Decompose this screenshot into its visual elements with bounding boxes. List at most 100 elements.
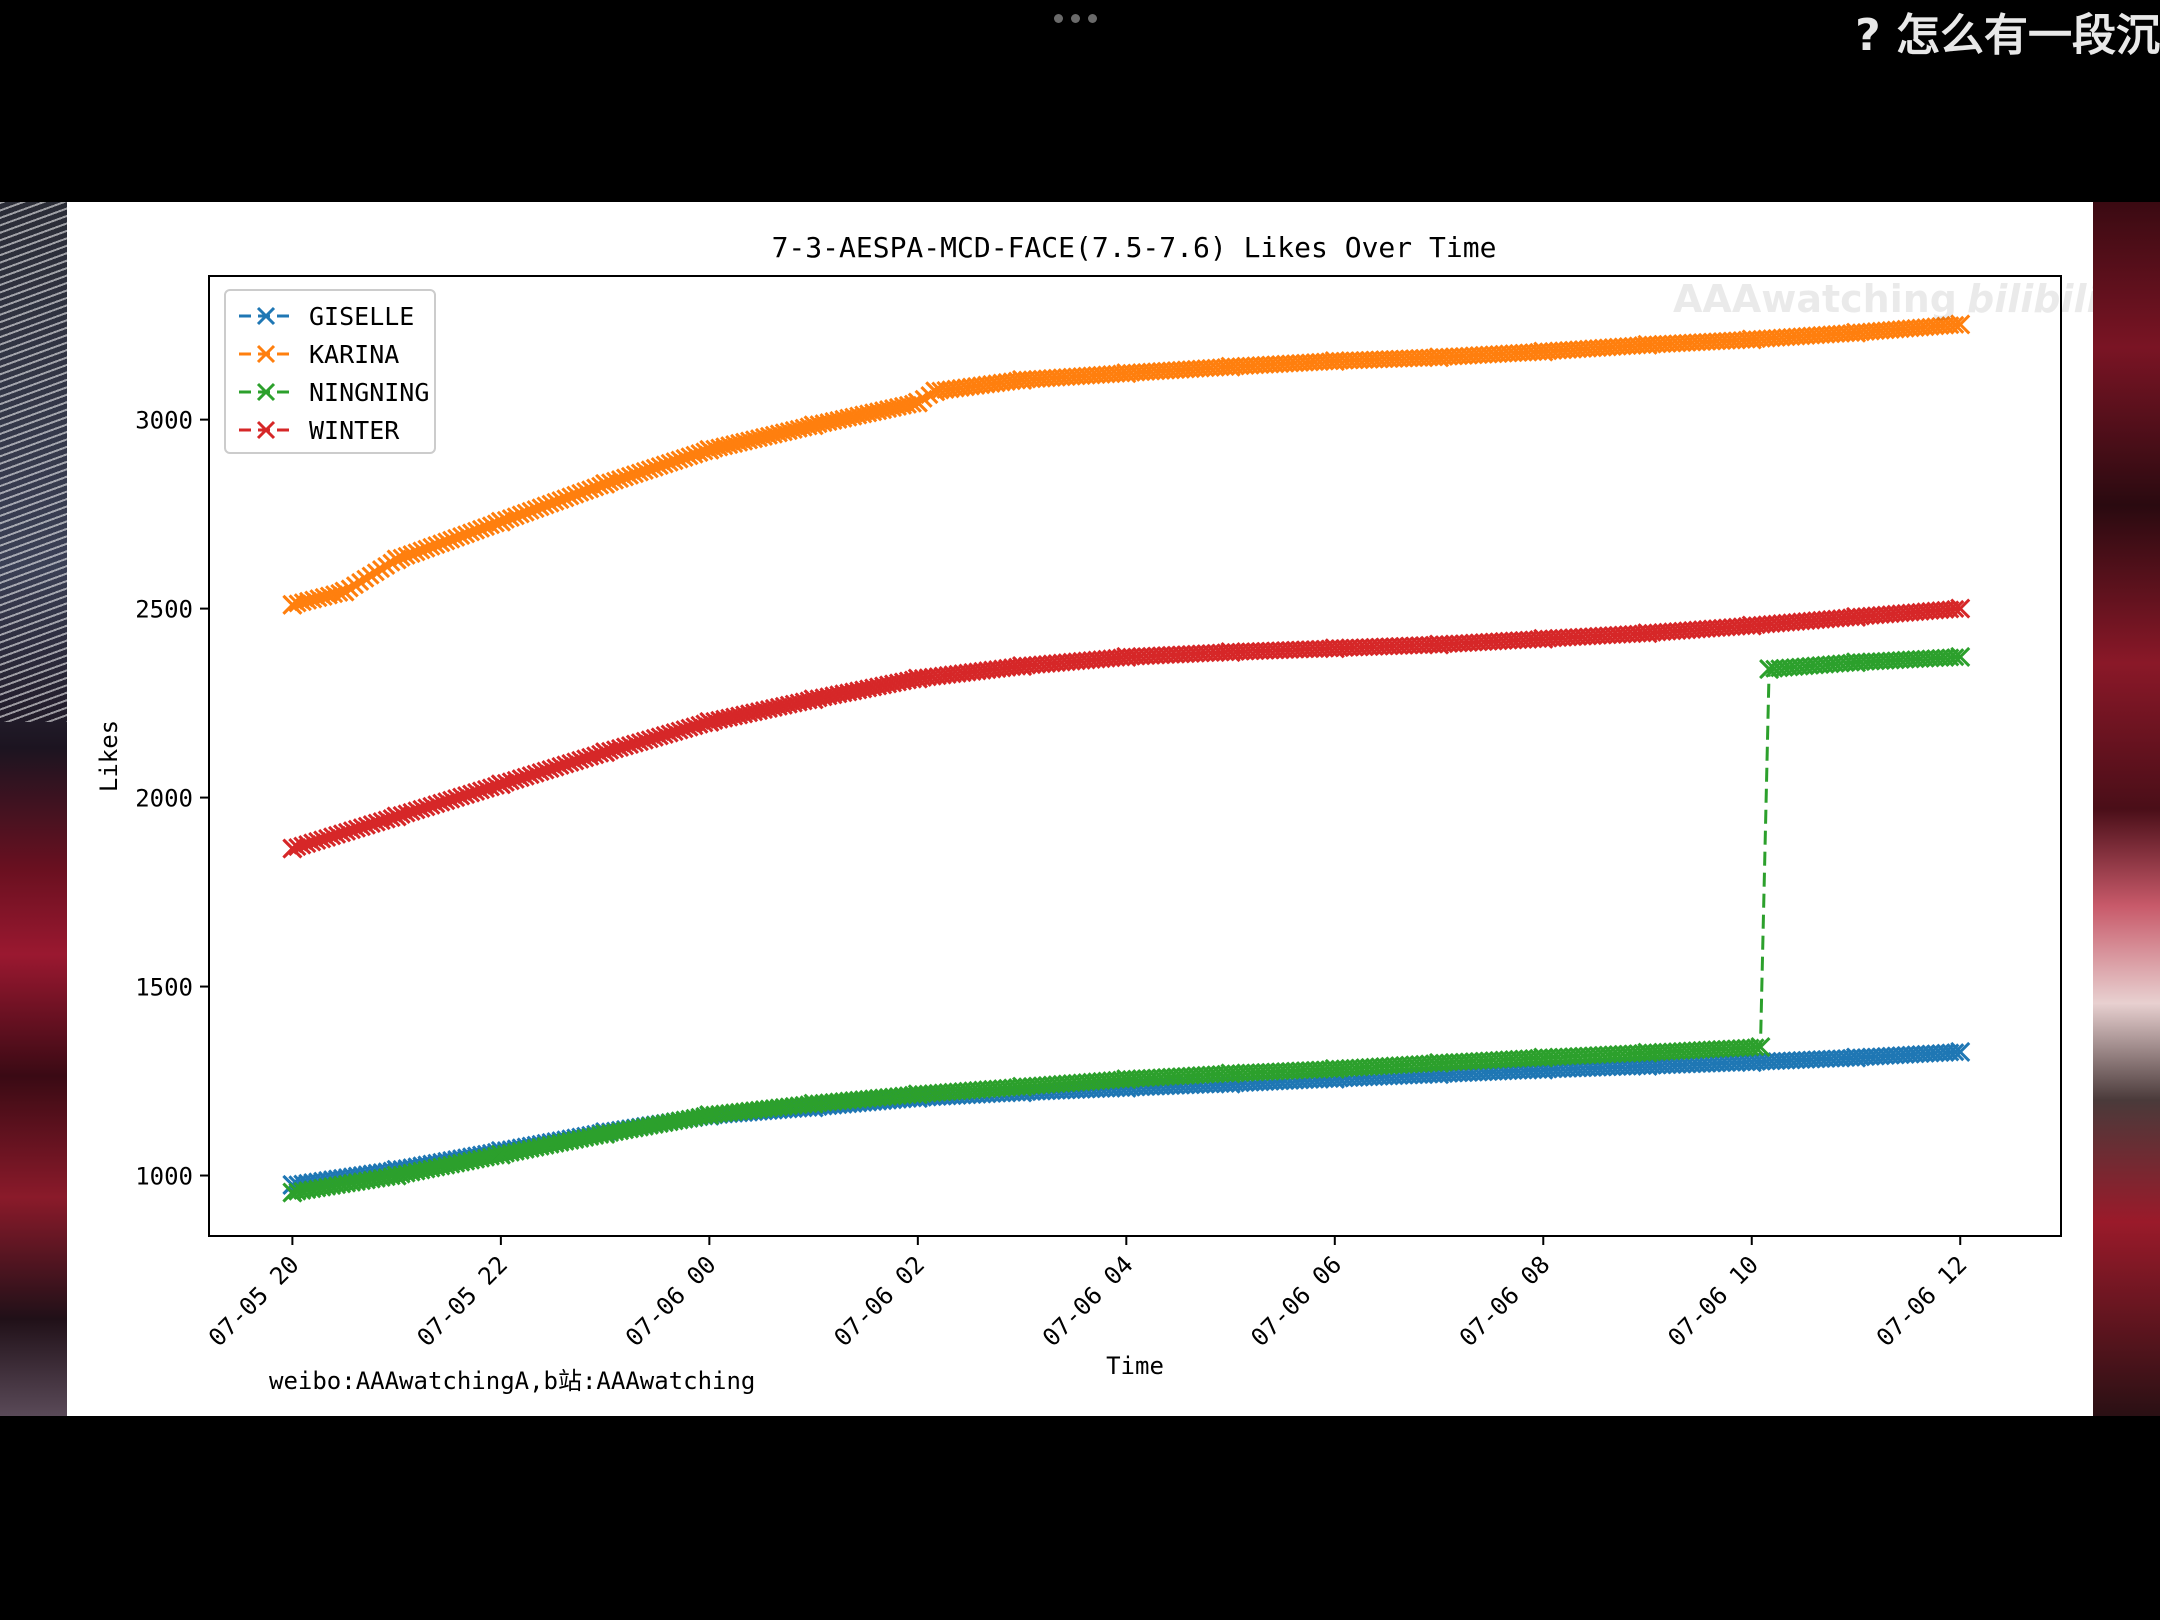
karina-marker	[298, 591, 318, 610]
winter-marker	[298, 834, 317, 854]
karina-point	[1324, 350, 1345, 372]
karina-marker	[591, 476, 610, 495]
winter-marker	[462, 784, 481, 803]
winter-marker	[397, 804, 416, 823]
ningning-point	[1324, 1058, 1345, 1080]
danmaku-comment: ? 怎么有一段沉	[1855, 10, 2160, 61]
karina-point	[907, 392, 928, 413]
karina-marker	[392, 548, 411, 567]
legend-label: KARINA	[309, 340, 399, 369]
ningning-point	[490, 1144, 511, 1165]
karina-marker	[630, 463, 649, 482]
karina-marker	[571, 483, 590, 502]
chart-title: 7-3-AESPA-MCD-FACE(7.5-7.6) Likes Over T…	[772, 231, 1497, 264]
winter-point	[1533, 628, 1554, 649]
winter-point	[907, 668, 928, 689]
winter-point	[595, 742, 616, 763]
ningning-point	[1012, 1076, 1033, 1097]
winter-marker	[342, 821, 362, 840]
ningning-point	[386, 1165, 407, 1186]
bilibili-logo: bilibili	[1967, 277, 2093, 321]
winter-marker	[377, 810, 396, 829]
winter-point	[282, 838, 303, 859]
winter-marker	[318, 828, 337, 847]
karina-marker	[397, 546, 416, 565]
x-tick-label: 07-05 22	[412, 1250, 514, 1352]
legend-marker	[256, 306, 276, 326]
winter-point	[699, 711, 720, 733]
karina-point	[595, 473, 616, 494]
winter-marker	[620, 735, 639, 755]
dot	[1088, 14, 1097, 23]
winter-marker	[521, 766, 540, 785]
x-tick-label: 07-06 00	[620, 1250, 722, 1352]
winter-marker	[481, 778, 501, 797]
ningning-line	[292, 655, 1961, 1195]
ningning-point	[282, 1182, 303, 1203]
karina-marker	[437, 532, 456, 551]
karina-point	[1950, 314, 1971, 335]
x-tick-label: 07-06 08	[1454, 1250, 1556, 1352]
legend: GISELLE KARINA NINGNING WINTER	[224, 289, 436, 454]
series-winter	[282, 598, 1971, 859]
karina-marker	[531, 498, 550, 517]
watermark-text: AAAwatching	[1673, 277, 1957, 321]
series-ningning	[282, 646, 1971, 1203]
winter-marker	[323, 827, 342, 846]
winter-marker	[362, 815, 381, 834]
series-layer	[282, 314, 1971, 1203]
winter-point	[1428, 634, 1450, 655]
ningning-point	[1220, 1063, 1241, 1084]
y-tick-label: 2000	[135, 785, 193, 813]
more-dots-icon[interactable]	[1054, 14, 1102, 26]
winter-line	[291, 607, 1961, 851]
winter-marker	[382, 808, 401, 828]
karina-point	[1533, 341, 1554, 362]
dot	[1054, 14, 1063, 23]
winter-marker	[422, 796, 441, 815]
karina-marker	[690, 444, 709, 463]
credit-text: weibo:AAAwatchingA,b站:AAAwatching	[269, 1367, 755, 1395]
legend-marker	[256, 382, 276, 402]
y-tick-label: 1000	[135, 1163, 193, 1191]
legend-marker	[256, 420, 276, 440]
ningning-point	[1950, 646, 1971, 668]
karina-point	[386, 549, 407, 570]
ningning-point	[699, 1104, 720, 1126]
winter-point	[1116, 646, 1137, 668]
karina-point	[699, 439, 720, 460]
y-tick-label: 3000	[135, 407, 193, 435]
karina-point	[334, 581, 355, 602]
ningning-point	[1116, 1069, 1137, 1090]
x-tick-label: 07-06 12	[1871, 1250, 1973, 1352]
winter-point	[1845, 606, 1867, 627]
legend-item-giselle: GISELLE	[239, 302, 414, 331]
y-axis-label: Likes	[95, 720, 123, 792]
karina-marker	[551, 491, 570, 510]
x-axis-label: Time	[1106, 1352, 1164, 1380]
winter-marker	[303, 833, 322, 852]
winter-marker	[561, 753, 580, 772]
winter-point	[1324, 638, 1345, 659]
winter-point	[803, 689, 824, 710]
legend-label: GISELLE	[309, 302, 414, 331]
karina-point	[490, 511, 511, 532]
winter-marker	[581, 747, 600, 766]
giselle-point	[1950, 1041, 1971, 1062]
ningning-point	[1759, 659, 1780, 680]
video-background-left	[0, 202, 67, 1416]
series-karina	[282, 314, 1971, 615]
karina-point	[1637, 334, 1658, 355]
winter-point	[386, 806, 407, 827]
y-tick-label: 1500	[135, 974, 193, 1002]
winter-marker	[357, 816, 376, 835]
karina-marker	[457, 525, 476, 544]
ningning-point	[1750, 1036, 1771, 1058]
legend-box	[224, 289, 436, 454]
x-tick-label: 07-06 02	[829, 1250, 931, 1352]
karina-point	[1428, 347, 1450, 368]
ningning-point	[803, 1093, 824, 1114]
winter-marker	[680, 718, 699, 737]
winter-marker	[442, 790, 461, 809]
karina-point	[282, 594, 303, 615]
